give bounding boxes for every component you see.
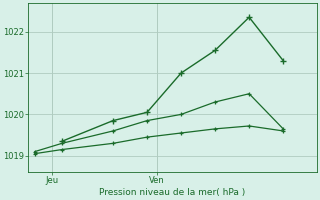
X-axis label: Pression niveau de la mer( hPa ): Pression niveau de la mer( hPa ) bbox=[100, 188, 246, 197]
